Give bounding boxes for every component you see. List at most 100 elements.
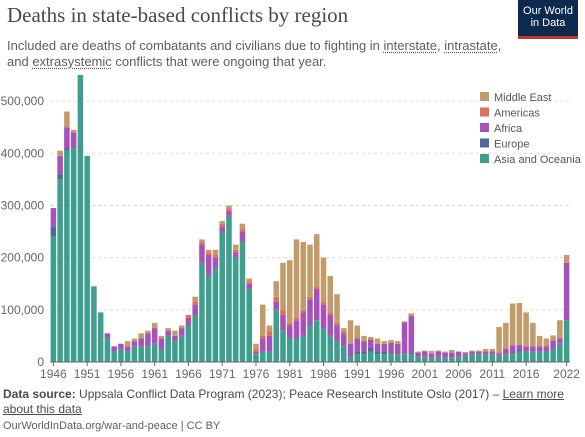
bar-segment-americas[interactable] bbox=[226, 208, 232, 211]
bar-segment-africa[interactable] bbox=[557, 338, 563, 344]
bar-segment-africa[interactable] bbox=[361, 341, 367, 352]
bar-segment-middle-east[interactable] bbox=[151, 322, 158, 329]
bar-segment-asia-and-oceania[interactable] bbox=[395, 354, 401, 362]
bar-segment-middle-east[interactable] bbox=[496, 327, 502, 354]
bar-segment-africa[interactable] bbox=[280, 315, 286, 331]
bar-segment-asia-and-oceania[interactable] bbox=[199, 262, 205, 362]
bar-segment-middle-east[interactable] bbox=[530, 322, 536, 347]
bar-segment-africa[interactable] bbox=[145, 333, 151, 347]
bar-segment-asia-and-oceania[interactable] bbox=[442, 357, 448, 362]
bar-segment-asia-and-oceania[interactable] bbox=[293, 338, 300, 362]
bar-segment-africa[interactable] bbox=[422, 351, 428, 357]
bar-segment-americas[interactable] bbox=[205, 252, 212, 256]
bar-segment-middle-east[interactable] bbox=[70, 129, 77, 133]
bar-segment-middle-east[interactable] bbox=[374, 338, 381, 344]
bar-segment-asia-and-oceania[interactable] bbox=[408, 354, 415, 362]
bar-segment-africa[interactable] bbox=[57, 155, 63, 175]
bar-segment-asia-and-oceania[interactable] bbox=[374, 354, 381, 362]
bar-segment-americas[interactable] bbox=[192, 301, 198, 305]
bar-segment-asia-and-oceania[interactable] bbox=[536, 351, 543, 362]
bar-segment-asia-and-oceania[interactable] bbox=[219, 231, 225, 362]
bar-segment-africa[interactable] bbox=[124, 346, 131, 352]
bar-segment-americas[interactable] bbox=[307, 296, 313, 300]
bar-segment-africa[interactable] bbox=[368, 339, 374, 348]
bar-segment-asia-and-oceania[interactable] bbox=[192, 315, 198, 362]
bar-segment-europe[interactable] bbox=[381, 351, 388, 355]
bar-segment-europe[interactable] bbox=[368, 347, 374, 352]
bar-segment-asia-and-oceania[interactable] bbox=[428, 357, 435, 362]
bar-segment-middle-east[interactable] bbox=[212, 249, 219, 256]
bar-segment-asia-and-oceania[interactable] bbox=[340, 346, 347, 362]
interstate-link[interactable]: interstate bbox=[383, 38, 438, 53]
bar-segment-asia-and-oceania[interactable] bbox=[543, 351, 550, 362]
bar-segment-asia-and-oceania[interactable] bbox=[124, 351, 131, 362]
bar-segment-americas[interactable] bbox=[320, 301, 327, 305]
bar-segment-middle-east[interactable] bbox=[124, 341, 131, 347]
bar-segment-africa[interactable] bbox=[388, 342, 394, 354]
bar-segment-europe[interactable] bbox=[516, 349, 523, 352]
bar-segment-asia-and-oceania[interactable] bbox=[401, 354, 408, 362]
bar-segment-africa[interactable] bbox=[138, 338, 144, 347]
bar-segment-africa[interactable] bbox=[259, 338, 266, 352]
bar-segment-asia-and-oceania[interactable] bbox=[320, 328, 327, 362]
bar-segment-middle-east[interactable] bbox=[327, 275, 334, 313]
bar-segment-middle-east[interactable] bbox=[347, 320, 354, 344]
bar-segment-middle-east[interactable] bbox=[536, 335, 543, 347]
bar-segment-middle-east[interactable] bbox=[293, 239, 300, 318]
bar-segment-africa[interactable] bbox=[232, 252, 239, 258]
bar-segment-europe[interactable] bbox=[374, 351, 381, 355]
bar-segment-asia-and-oceania[interactable] bbox=[97, 312, 104, 362]
bar-segment-americas[interactable] bbox=[286, 322, 293, 326]
bar-segment-middle-east[interactable] bbox=[313, 234, 320, 287]
bar-segment-africa[interactable] bbox=[496, 353, 502, 356]
bar-segment-asia-and-oceania[interactable] bbox=[368, 351, 374, 362]
bar-segment-asia-and-oceania[interactable] bbox=[57, 179, 63, 362]
bar-segment-americas[interactable] bbox=[334, 322, 340, 326]
bar-segment-americas[interactable] bbox=[232, 249, 239, 253]
bar-segment-middle-east[interactable] bbox=[320, 257, 327, 302]
bar-segment-middle-east[interactable] bbox=[354, 325, 361, 339]
bar-segment-africa[interactable] bbox=[239, 231, 246, 242]
legend-label[interactable]: Europe bbox=[494, 139, 529, 151]
bar-segment-asia-and-oceania[interactable] bbox=[354, 354, 361, 362]
bar-segment-asia-and-oceania[interactable] bbox=[422, 356, 428, 362]
bar-segment-africa[interactable] bbox=[64, 127, 70, 149]
bar-segment-asia-and-oceania[interactable] bbox=[273, 309, 280, 362]
bar-segment-africa[interactable] bbox=[340, 333, 347, 347]
bar-segment-africa[interactable] bbox=[435, 351, 442, 357]
bar-segment-middle-east[interactable] bbox=[280, 262, 286, 310]
bar-segment-africa[interactable] bbox=[455, 351, 462, 357]
bar-segment-asia-and-oceania[interactable] bbox=[469, 354, 475, 362]
bar-segment-asia-and-oceania[interactable] bbox=[253, 354, 259, 362]
bar-segment-middle-east[interactable] bbox=[401, 321, 408, 323]
bar-segment-europe[interactable] bbox=[361, 351, 367, 355]
footer-url[interactable]: OurWorldInData.org/war-and-peace | CC BY bbox=[3, 420, 221, 432]
bar-segment-europe[interactable] bbox=[408, 352, 415, 355]
bar-segment-africa[interactable] bbox=[536, 346, 543, 352]
legend-swatch[interactable] bbox=[480, 107, 489, 117]
bar-segment-africa[interactable] bbox=[523, 346, 529, 352]
bar-segment-asia-and-oceania[interactable] bbox=[516, 351, 523, 362]
bar-segment-asia-and-oceania[interactable] bbox=[300, 335, 307, 362]
bar-segment-middle-east[interactable] bbox=[516, 303, 523, 345]
bar-segment-africa[interactable] bbox=[178, 328, 185, 336]
bar-segment-asia-and-oceania[interactable] bbox=[185, 325, 192, 362]
bar-segment-americas[interactable] bbox=[300, 309, 307, 313]
bar-segment-asia-and-oceania[interactable] bbox=[77, 75, 84, 362]
bar-segment-americas[interactable] bbox=[293, 317, 300, 321]
legend-swatch[interactable] bbox=[480, 138, 489, 148]
bar-segment-europe[interactable] bbox=[64, 148, 70, 151]
bar-segment-asia-and-oceania[interactable] bbox=[509, 354, 516, 362]
bar-segment-middle-east[interactable] bbox=[307, 244, 313, 297]
bar-segment-americas[interactable] bbox=[185, 315, 192, 318]
bar-segment-africa[interactable] bbox=[530, 346, 536, 352]
bar-segment-asia-and-oceania[interactable] bbox=[246, 288, 252, 362]
bar-segment-asia-and-oceania[interactable] bbox=[523, 351, 529, 362]
bar-segment-asia-and-oceania[interactable] bbox=[239, 241, 246, 362]
bar-segment-africa[interactable] bbox=[246, 283, 252, 289]
bar-segment-africa[interactable] bbox=[476, 351, 482, 355]
bar-segment-africa[interactable] bbox=[550, 340, 556, 349]
bar-segment-africa[interactable] bbox=[192, 304, 198, 316]
bar-segment-middle-east[interactable] bbox=[131, 338, 138, 342]
bar-segment-africa[interactable] bbox=[273, 301, 280, 310]
